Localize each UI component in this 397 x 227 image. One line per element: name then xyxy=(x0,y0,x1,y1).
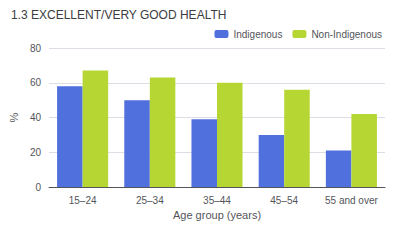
svg-text:Non-Indigenous: Non-Indigenous xyxy=(311,29,382,40)
svg-text:20: 20 xyxy=(30,147,42,158)
svg-text:0: 0 xyxy=(35,182,41,193)
svg-text:80: 80 xyxy=(30,43,42,54)
svg-text:Age group (years): Age group (years) xyxy=(173,209,261,221)
svg-text:55 and over: 55 and over xyxy=(325,195,378,206)
svg-text:Indigenous: Indigenous xyxy=(233,29,282,40)
svg-text:15–24: 15–24 xyxy=(69,195,97,206)
svg-text:35–44: 35–44 xyxy=(203,195,231,206)
svg-text:1.3 EXCELLENT/VERY GOOD HEALTH: 1.3 EXCELLENT/VERY GOOD HEALTH xyxy=(11,8,226,22)
svg-text:40: 40 xyxy=(30,112,42,123)
svg-text:25–34: 25–34 xyxy=(136,195,164,206)
svg-text:60: 60 xyxy=(30,77,42,88)
svg-text:45–54: 45–54 xyxy=(270,195,298,206)
svg-text:%: % xyxy=(8,112,20,122)
